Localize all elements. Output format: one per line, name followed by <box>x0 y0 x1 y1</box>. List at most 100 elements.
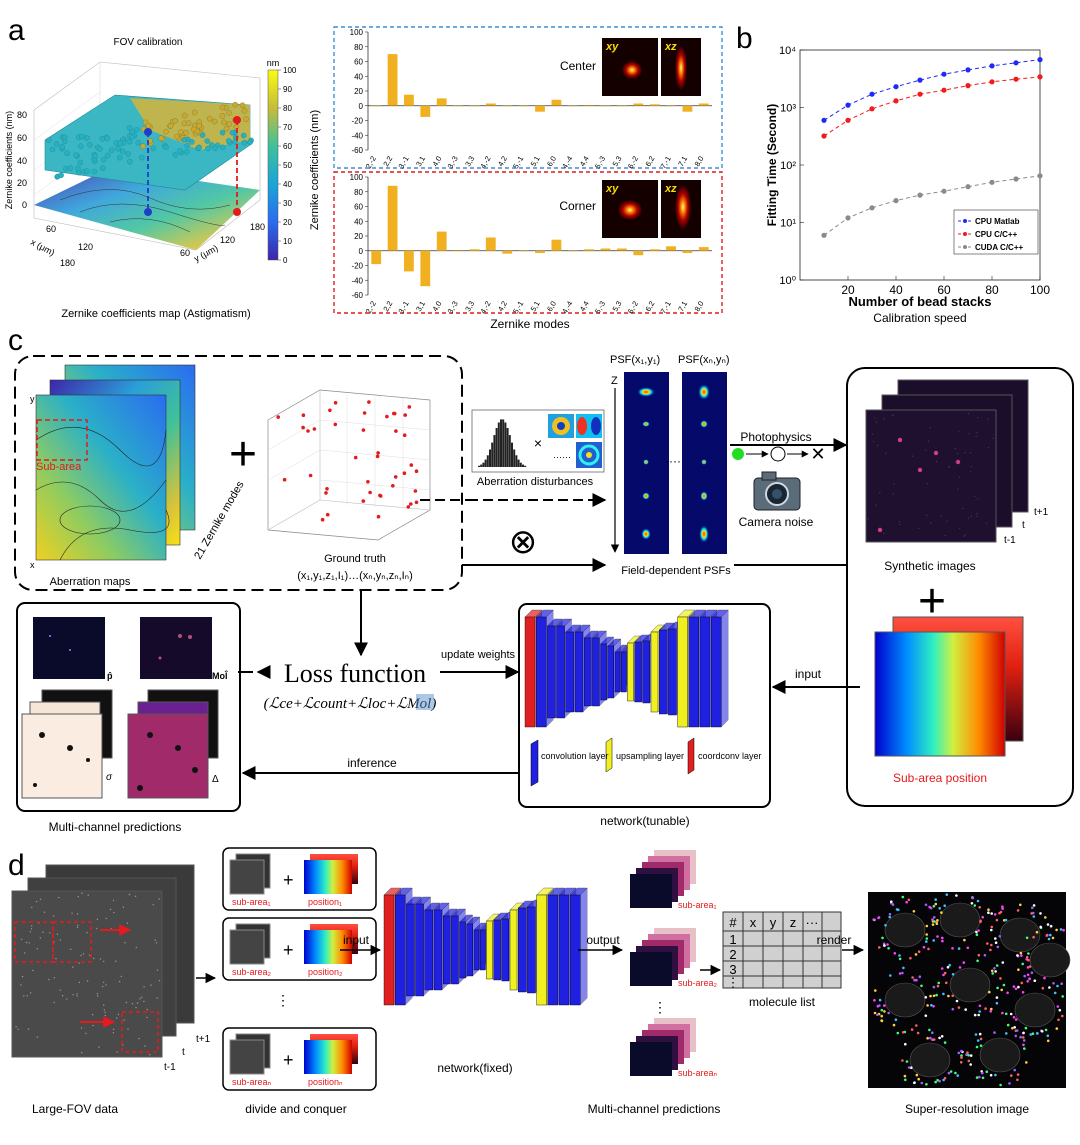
fov-pixel <box>158 980 161 982</box>
legend-coord: coordconv layer <box>698 751 762 761</box>
fov-pixel <box>117 1013 120 1016</box>
sr-localization <box>872 918 875 921</box>
sr-localization <box>994 970 997 973</box>
z-tick: 80 <box>17 110 27 120</box>
bar-y-tick-label: -20 <box>351 117 363 126</box>
loss-formula: (ℒce+ℒcount+ℒloc+ℒMol) <box>264 696 437 712</box>
fov-pixel <box>20 984 22 986</box>
surface-marker <box>226 138 232 144</box>
sr-localization <box>887 1011 890 1015</box>
gt-point <box>368 490 372 495</box>
noise-pixel <box>875 421 878 423</box>
sr-localization <box>880 1019 884 1023</box>
camera-icon <box>753 471 801 511</box>
sr-localization <box>955 894 958 897</box>
surface-marker <box>184 148 190 155</box>
network-fixed <box>383 887 588 1006</box>
pred-sub-area-1: sub-area₁ <box>678 900 717 910</box>
sr-localization <box>929 1036 932 1040</box>
fov-pixel <box>21 975 24 978</box>
surface-z-ticks: 80 60 40 20 0 <box>17 110 27 210</box>
sr-localization <box>888 915 891 919</box>
line-y-label: Fitting Time (Second) <box>765 104 779 226</box>
sr-localization <box>903 1074 907 1078</box>
molecule-table-text: # x y z ··· 1 2 3 ⋮ <box>727 915 819 990</box>
bar-x-tick-label: 5,1 <box>529 155 542 169</box>
ground-truth-label: Ground truth <box>324 553 386 565</box>
sr-localization <box>1027 952 1030 955</box>
surface-marker <box>116 154 123 161</box>
fov-pixel <box>152 904 154 906</box>
sr-localization <box>985 1070 989 1073</box>
divide-labels: sub-area₁ position₁ sub-area₂ position₂ … <box>232 897 343 1087</box>
frame-prev-d: t-1 <box>164 1062 176 1073</box>
sr-localization <box>924 903 928 907</box>
surface-marker <box>229 129 236 136</box>
bar <box>453 105 463 107</box>
fov-pixel <box>30 992 32 994</box>
sr-localization <box>934 1080 937 1084</box>
fov-pixel <box>85 1032 87 1035</box>
sr-localization <box>975 1076 979 1079</box>
legend-marker <box>963 245 967 249</box>
noise-pixel <box>936 460 938 463</box>
cell-nucleus <box>979 1037 1021 1073</box>
series-point <box>965 67 971 73</box>
fov-pixel <box>82 953 85 955</box>
colorbar-tick-label: 80 <box>283 104 292 113</box>
sr-localization <box>918 975 922 978</box>
fov-pixel <box>126 922 129 924</box>
histogram-bar <box>524 465 527 467</box>
noise-pixel <box>976 512 978 514</box>
sr-localization <box>966 1051 969 1054</box>
fov-pixel <box>81 892 83 894</box>
sr-localization <box>1008 1082 1011 1085</box>
sub-area-1: sub-area₁ <box>232 897 271 907</box>
fov-pixel <box>149 1054 151 1056</box>
noise-pixel <box>885 452 887 454</box>
fov-pixel <box>138 1037 140 1040</box>
fov-pixel <box>156 997 158 999</box>
series-point <box>893 84 899 90</box>
gt-point <box>325 487 329 491</box>
sr-localization <box>1014 987 1018 991</box>
fov-pixel <box>128 893 131 896</box>
sr-localization <box>884 924 887 927</box>
sub-area-2: sub-area₂ <box>232 967 272 977</box>
surface-marker <box>184 142 190 149</box>
surface-marker <box>119 148 126 155</box>
fov-pixel <box>96 927 98 930</box>
fov-pixel <box>59 939 61 941</box>
sr-localization <box>931 923 935 926</box>
sr-localization <box>964 1008 967 1011</box>
sr-localization <box>989 1073 993 1077</box>
bar <box>387 185 398 251</box>
bar-x-tick-label: 6,-2 <box>626 300 640 316</box>
sr-localization <box>920 984 923 988</box>
bar-y-tick-label: 100 <box>350 28 364 37</box>
fov-pixel <box>88 954 91 956</box>
bar <box>420 105 431 117</box>
sr-localization <box>942 973 945 977</box>
fov-pixel <box>31 906 33 909</box>
sr-localization <box>874 989 877 992</box>
network-layer <box>547 625 556 719</box>
gt-point <box>353 455 358 460</box>
series-point <box>845 215 851 221</box>
sr-localization <box>1028 977 1031 980</box>
noise-pixel <box>944 535 946 537</box>
fov-pixel <box>120 975 123 978</box>
sr-localization <box>967 1054 970 1057</box>
sr-localization <box>1025 1061 1028 1064</box>
bar-x-tick-label: 4,4 <box>578 300 591 314</box>
sub-area-position-maps <box>874 616 1024 757</box>
surface-marker <box>219 129 226 136</box>
aberration-disturbances: × ······ <box>471 409 605 473</box>
fov-pixel <box>70 948 72 950</box>
bar-x-tick-label: 5,-1 <box>511 300 525 316</box>
sr-localization <box>1043 976 1046 980</box>
sr-localization <box>1039 912 1042 915</box>
bar <box>567 250 578 252</box>
sr-localization <box>1031 906 1034 910</box>
sr-localization <box>1015 1029 1019 1032</box>
